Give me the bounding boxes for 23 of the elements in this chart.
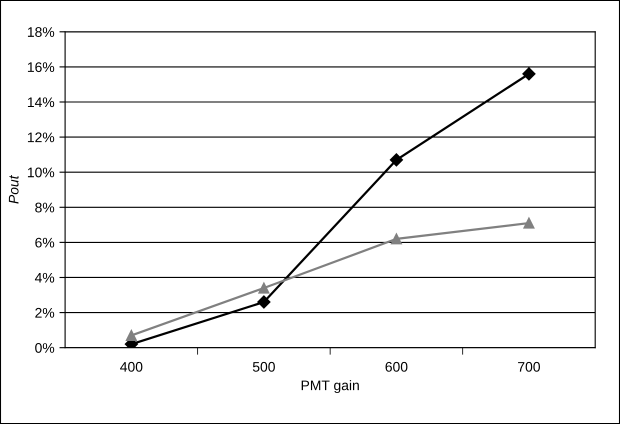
x-tick-label: 600 [386, 362, 408, 372]
y-tick-label: 14% [28, 97, 54, 108]
x-tick-label: 500 [252, 362, 275, 372]
point [258, 282, 270, 294]
point [126, 330, 137, 341]
y-axis-title: Pout [8, 174, 19, 204]
y-tick-label: 2% [35, 308, 54, 318]
point [390, 153, 403, 166]
y-tick-label: 10% [28, 168, 54, 178]
y-tick-label: 6% [35, 238, 54, 248]
y-tick-label: 4% [34, 272, 54, 283]
point [523, 218, 534, 229]
point [522, 67, 536, 81]
y-tick-label: 16% [28, 62, 54, 72]
y-tick-label: 8% [35, 202, 54, 212]
y-tick-label: 0% [35, 343, 54, 353]
y-tick-label: 18% [28, 27, 54, 37]
y-tick-label: 12% [28, 132, 54, 142]
point [390, 233, 402, 244]
x-tick-label: 400 [120, 362, 142, 372]
point [257, 295, 270, 309]
x-tick-label: 700 [518, 362, 540, 372]
x-axis-title: PMT gain [302, 380, 359, 394]
